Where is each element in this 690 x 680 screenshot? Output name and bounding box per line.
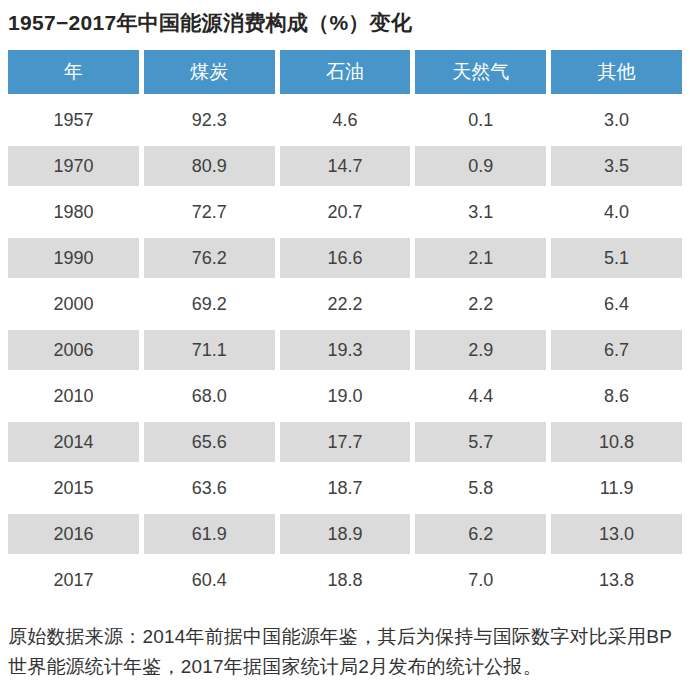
- cell-natural-gas: 2.2: [415, 284, 546, 324]
- cell-oil: 18.9: [280, 514, 411, 554]
- cell-other: 13.0: [551, 514, 682, 554]
- cell-oil: 16.6: [280, 238, 411, 278]
- table-row: 2017 60.4 18.8 7.0 13.8: [8, 560, 682, 600]
- col-header-natural-gas: 天然气: [415, 50, 546, 94]
- cell-oil: 19.0: [280, 376, 411, 416]
- cell-natural-gas: 3.1: [415, 192, 546, 232]
- cell-year: 2006: [8, 330, 139, 370]
- figure-page: 1957−2017年中国能源消费构成（%）变化 年 煤炭 石油 天然气 其他 1…: [0, 0, 690, 680]
- table-head: 年 煤炭 石油 天然气 其他: [8, 50, 682, 94]
- table-row: 2014 65.6 17.7 5.7 10.8: [8, 422, 682, 462]
- figure-title: 1957−2017年中国能源消费构成（%）变化: [8, 10, 682, 35]
- cell-coal: 69.2: [144, 284, 275, 324]
- cell-coal: 65.6: [144, 422, 275, 462]
- table-row: 2010 68.0 19.0 4.4 8.6: [8, 376, 682, 416]
- cell-natural-gas: 0.9: [415, 146, 546, 186]
- cell-oil: 19.3: [280, 330, 411, 370]
- cell-coal: 71.1: [144, 330, 275, 370]
- cell-other: 3.5: [551, 146, 682, 186]
- cell-natural-gas: 6.2: [415, 514, 546, 554]
- table-row: 1970 80.9 14.7 0.9 3.5: [8, 146, 682, 186]
- cell-year: 2000: [8, 284, 139, 324]
- cell-coal: 80.9: [144, 146, 275, 186]
- cell-natural-gas: 5.7: [415, 422, 546, 462]
- cell-natural-gas: 2.9: [415, 330, 546, 370]
- cell-natural-gas: 0.1: [415, 100, 546, 140]
- table-header-row: 年 煤炭 石油 天然气 其他: [8, 50, 682, 94]
- cell-coal: 68.0: [144, 376, 275, 416]
- table-row: 2016 61.9 18.9 6.2 13.0: [8, 514, 682, 554]
- table-row: 2000 69.2 22.2 2.2 6.4: [8, 284, 682, 324]
- energy-consumption-table: 年 煤炭 石油 天然气 其他 1957 92.3 4.6 0.1 3.0 197…: [3, 44, 687, 606]
- cell-year: 2016: [8, 514, 139, 554]
- cell-coal: 60.4: [144, 560, 275, 600]
- cell-natural-gas: 4.4: [415, 376, 546, 416]
- cell-other: 6.4: [551, 284, 682, 324]
- table-row: 2006 71.1 19.3 2.9 6.7: [8, 330, 682, 370]
- cell-year: 2014: [8, 422, 139, 462]
- cell-natural-gas: 7.0: [415, 560, 546, 600]
- cell-other: 13.8: [551, 560, 682, 600]
- col-header-other: 其他: [551, 50, 682, 94]
- cell-year: 1980: [8, 192, 139, 232]
- table-body: 1957 92.3 4.6 0.1 3.0 1970 80.9 14.7 0.9…: [8, 100, 682, 600]
- cell-coal: 72.7: [144, 192, 275, 232]
- cell-coal: 76.2: [144, 238, 275, 278]
- cell-oil: 18.8: [280, 560, 411, 600]
- cell-other: 4.0: [551, 192, 682, 232]
- cell-oil: 20.7: [280, 192, 411, 232]
- cell-year: 2010: [8, 376, 139, 416]
- cell-year: 2017: [8, 560, 139, 600]
- col-header-year: 年: [8, 50, 139, 94]
- cell-coal: 61.9: [144, 514, 275, 554]
- cell-coal: 63.6: [144, 468, 275, 508]
- source-note: 原始数据来源：2014年前据中国能源年鉴，其后为保持与国际数字对比采用BP世界能…: [8, 622, 682, 680]
- cell-oil: 4.6: [280, 100, 411, 140]
- cell-year: 2015: [8, 468, 139, 508]
- cell-year: 1990: [8, 238, 139, 278]
- cell-other: 8.6: [551, 376, 682, 416]
- cell-oil: 17.7: [280, 422, 411, 462]
- table-row: 2015 63.6 18.7 5.8 11.9: [8, 468, 682, 508]
- cell-other: 6.7: [551, 330, 682, 370]
- table-row: 1990 76.2 16.6 2.1 5.1: [8, 238, 682, 278]
- cell-other: 5.1: [551, 238, 682, 278]
- cell-year: 1970: [8, 146, 139, 186]
- cell-coal: 92.3: [144, 100, 275, 140]
- col-header-oil: 石油: [280, 50, 411, 94]
- cell-other: 3.0: [551, 100, 682, 140]
- cell-year: 1957: [8, 100, 139, 140]
- table-row: 1957 92.3 4.6 0.1 3.0: [8, 100, 682, 140]
- col-header-coal: 煤炭: [144, 50, 275, 94]
- cell-natural-gas: 5.8: [415, 468, 546, 508]
- cell-other: 10.8: [551, 422, 682, 462]
- cell-oil: 18.7: [280, 468, 411, 508]
- cell-other: 11.9: [551, 468, 682, 508]
- cell-natural-gas: 2.1: [415, 238, 546, 278]
- cell-oil: 14.7: [280, 146, 411, 186]
- cell-oil: 22.2: [280, 284, 411, 324]
- table-row: 1980 72.7 20.7 3.1 4.0: [8, 192, 682, 232]
